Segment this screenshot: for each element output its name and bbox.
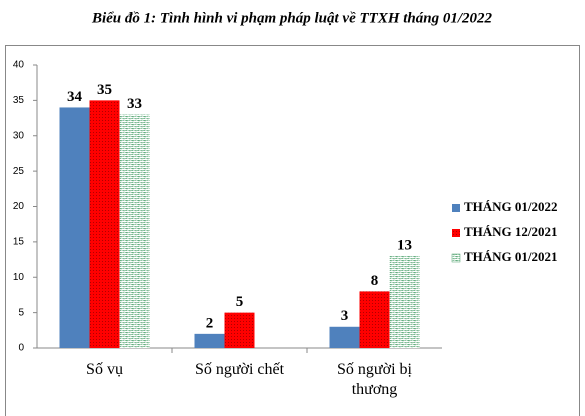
y-tick-label: 15 — [13, 237, 25, 248]
data-label: 3 — [341, 308, 349, 324]
legend-label: THÁNG 01/2022 — [464, 199, 558, 214]
data-label: 2 — [206, 315, 214, 331]
legend-swatch — [452, 204, 460, 212]
bar — [389, 256, 420, 348]
y-tick-label: 10 — [13, 272, 25, 283]
bar — [329, 326, 360, 348]
chart-title: Biểu đồ 1: Tình hình vi phạm pháp luật v… — [91, 10, 493, 26]
y-tick-label: 5 — [18, 307, 24, 318]
y-tick-label: 20 — [13, 201, 25, 212]
bar — [59, 107, 90, 348]
legend-label: THÁNG 01/2021 — [464, 249, 558, 264]
data-label: 33 — [127, 96, 142, 112]
chart-border — [5, 45, 580, 416]
legend-swatch — [452, 229, 460, 237]
y-tick-label: 40 — [13, 60, 25, 71]
data-label: 34 — [67, 89, 83, 105]
data-label: 13 — [397, 237, 412, 253]
bar — [119, 114, 150, 349]
x-tick-label: Số người bị thương — [337, 361, 412, 398]
legend-swatch — [451, 253, 461, 263]
legend-label: THÁNG 12/2021 — [464, 224, 558, 239]
y-tick-label: 25 — [13, 166, 25, 177]
data-label: 5 — [236, 294, 244, 310]
data-label: 35 — [97, 82, 112, 98]
data-label: 8 — [371, 273, 379, 289]
bar — [194, 333, 225, 348]
x-tick-label: Số vụ — [86, 361, 123, 378]
y-tick-label: 30 — [13, 130, 25, 141]
bar — [89, 100, 120, 348]
y-tick-label: 0 — [18, 343, 24, 354]
bar — [359, 291, 390, 348]
bar — [224, 312, 255, 348]
y-tick-label: 35 — [13, 95, 25, 106]
x-tick-label: Số người chết — [194, 361, 285, 378]
